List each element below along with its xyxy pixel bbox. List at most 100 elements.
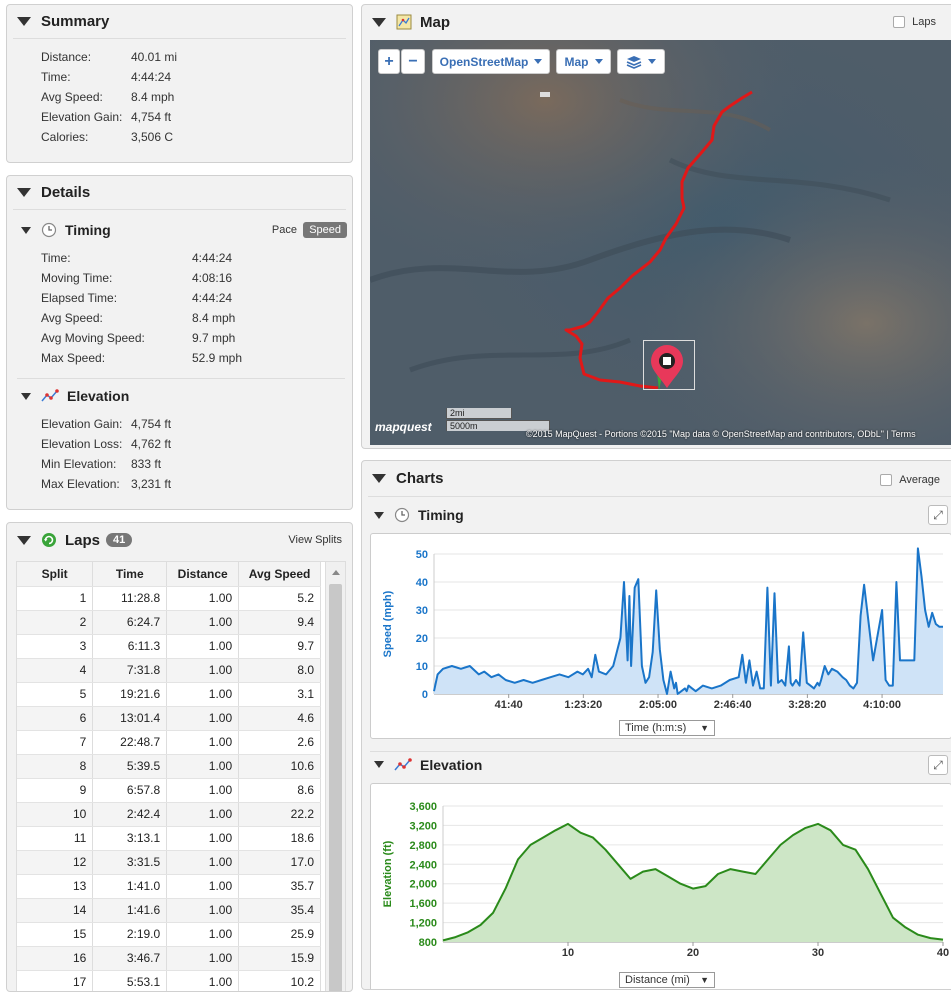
map-type-select[interactable]: Map — [556, 49, 611, 74]
x-tick-label: 2:46:40 — [714, 699, 752, 711]
average-checkbox-wrap[interactable]: Average — [880, 474, 940, 487]
pace-toggle[interactable]: Pace — [271, 224, 297, 236]
table-row[interactable]: 2 6:24.7 1.00 9.4 — [17, 610, 321, 635]
timing-subheader[interactable]: Timing Pace Speed — [17, 218, 347, 242]
collapse-triangle-icon[interactable] — [17, 188, 31, 197]
zoom-in-button[interactable]: + — [378, 49, 400, 74]
table-row[interactable]: 10 2:42.4 1.00 22.2 — [17, 802, 321, 827]
collapse-triangle-icon[interactable] — [21, 226, 31, 234]
summary-rows: Distance: 40.01 mi Time: 4:44:24 Avg Speed… — [41, 47, 341, 147]
summary-label: Elevation Gain: — [41, 110, 123, 124]
y-tick-label: 2,400 — [409, 859, 437, 871]
laps-header-row: Split Time Distance Avg Speed — [17, 562, 321, 587]
collapse-triangle-icon[interactable] — [372, 17, 386, 27]
column-header-distance[interactable]: Distance — [166, 562, 240, 587]
timing-label: Moving Time: — [41, 271, 113, 285]
timing-x-select[interactable]: Time (h:m:s) ▼ — [619, 720, 715, 736]
laps-table-wrap: Split Time Distance Avg Speed 1 11:28.8 1.… — [16, 561, 346, 991]
elevation-chart: 3,600 3,200 2,800 2,400 2,000 1,600 1,200 800 10… — [382, 801, 949, 959]
layers-button[interactable] — [617, 49, 665, 74]
x-tick-label: 1:23:20 — [564, 699, 602, 711]
elevation-value: 4,754 ft — [131, 417, 172, 431]
collapse-triangle-icon[interactable] — [17, 17, 31, 26]
table-row[interactable]: 15 2:19.0 1.00 25.9 — [17, 922, 321, 947]
map-type-label: Map — [564, 54, 589, 69]
x-tick-label: 40 — [937, 947, 949, 959]
time-cell: 5:39.5 — [92, 754, 168, 779]
table-row[interactable]: 9 6:57.8 1.00 8.6 — [17, 778, 321, 803]
timing-chart-title: Timing — [418, 507, 464, 523]
tile-layer-select[interactable]: OpenStreetMap — [432, 49, 550, 74]
collapse-triangle-icon[interactable] — [374, 761, 384, 768]
avg-speed-cell: 8.0 — [238, 658, 321, 683]
elevation-subheader[interactable]: Elevation — [17, 384, 347, 408]
table-row[interactable]: 5 19:21.6 1.00 3.1 — [17, 682, 321, 707]
elevation-x-select[interactable]: Distance (mi) ▼ — [619, 972, 715, 988]
column-header-split[interactable]: Split — [17, 562, 94, 587]
scroll-up-arrow-icon[interactable] — [326, 562, 345, 582]
speed-toggle[interactable]: Speed — [303, 222, 347, 238]
timing-label: Time: — [41, 251, 71, 265]
elevation-row: Elevation Gain: 4,754 ft — [41, 414, 341, 434]
elevation-icon — [41, 389, 59, 402]
elevation-icon — [394, 757, 412, 770]
table-row[interactable]: 13 1:41.0 1.00 35.7 — [17, 874, 321, 899]
avg-speed-cell: 3.1 — [238, 682, 321, 707]
avg-speed-cell: 5.2 — [238, 586, 321, 611]
laps-scrollbar[interactable] — [325, 562, 345, 991]
summary-label: Avg Speed: — [41, 90, 103, 104]
details-panel: Details Timing Pace Speed Time: 4:44:24 M… — [6, 175, 353, 510]
laps-table: Split Time Distance Avg Speed 1 11:28.8 1.… — [17, 562, 321, 991]
expand-icon[interactable]: ⤢ — [928, 755, 948, 775]
table-row[interactable]: 3 6:11.3 1.00 9.7 — [17, 634, 321, 659]
elevation-chart-title: Elevation — [420, 756, 483, 773]
collapse-triangle-icon[interactable] — [17, 535, 31, 545]
avg-speed-cell: 15.9 — [238, 946, 321, 971]
table-row[interactable]: 12 3:31.5 1.00 17.0 — [17, 850, 321, 875]
table-row[interactable]: 16 3:46.7 1.00 15.9 — [17, 946, 321, 971]
table-row[interactable]: 1 11:28.8 1.00 5.2 — [17, 586, 321, 611]
map-header[interactable]: Map Laps — [368, 5, 951, 39]
timing-label: Avg Moving Speed: — [41, 331, 145, 345]
location-pin-icon[interactable] — [649, 344, 685, 390]
time-cell: 5:53.1 — [92, 970, 168, 991]
table-row[interactable]: 4 7:31.8 1.00 8.0 — [17, 658, 321, 683]
series-line — [442, 822, 944, 942]
distance-cell: 1.00 — [166, 970, 240, 991]
summary-header[interactable]: Summary — [13, 5, 346, 39]
x-tick-label: 3:28:20 — [788, 699, 826, 711]
details-header[interactable]: Details — [13, 176, 346, 210]
laps-checkbox-wrap[interactable]: Laps — [893, 15, 936, 29]
collapse-triangle-icon[interactable] — [374, 511, 384, 519]
map-attribution[interactable]: ©2015 MapQuest - Portions ©2015 "Map dat… — [526, 429, 916, 439]
expand-icon[interactable]: ⤢ — [928, 505, 948, 525]
time-cell: 7:31.8 — [92, 658, 168, 683]
charts-header[interactable]: Charts Average — [368, 461, 951, 497]
mapquest-logo: mapquest — [375, 420, 432, 434]
table-row[interactable]: 8 5:39.5 1.00 10.6 — [17, 754, 321, 779]
time-cell: 3:31.5 — [92, 850, 168, 875]
collapse-triangle-icon[interactable] — [372, 474, 386, 483]
map-canvas[interactable]: + − OpenStreetMap Map 2mi 5000m mapquest… — [370, 40, 951, 445]
table-row[interactable]: 6 13:01.4 1.00 4.6 — [17, 706, 321, 731]
collapse-triangle-icon[interactable] — [21, 392, 31, 400]
series-line — [433, 547, 943, 695]
laps-header[interactable]: Laps 41 View Splits — [13, 523, 346, 557]
column-header-time[interactable]: Time — [92, 562, 168, 587]
table-row[interactable]: 14 1:41.6 1.00 35.4 — [17, 898, 321, 923]
table-row[interactable]: 11 3:13.1 1.00 18.6 — [17, 826, 321, 851]
average-checkbox[interactable] — [880, 474, 893, 487]
elevation-chart-header[interactable]: Elevation ⤢ — [370, 751, 951, 775]
table-row[interactable]: 17 5:53.1 1.00 10.2 — [17, 970, 321, 991]
zoom-out-button[interactable]: − — [401, 49, 425, 74]
distance-cell: 1.00 — [166, 826, 240, 851]
view-splits-link[interactable]: View Splits — [288, 534, 342, 546]
timing-chart-header[interactable]: Timing ⤢ — [370, 503, 951, 527]
laps-checkbox-label: Laps — [912, 15, 936, 28]
time-cell: 22:48.7 — [92, 730, 168, 755]
laps-checkbox[interactable] — [893, 16, 906, 29]
timing-row: Moving Time: 4:08:16 — [41, 268, 341, 288]
table-row[interactable]: 7 22:48.7 1.00 2.6 — [17, 730, 321, 755]
column-header-avg-speed[interactable]: Avg Speed — [238, 562, 321, 587]
scrollbar-thumb[interactable] — [329, 584, 342, 991]
